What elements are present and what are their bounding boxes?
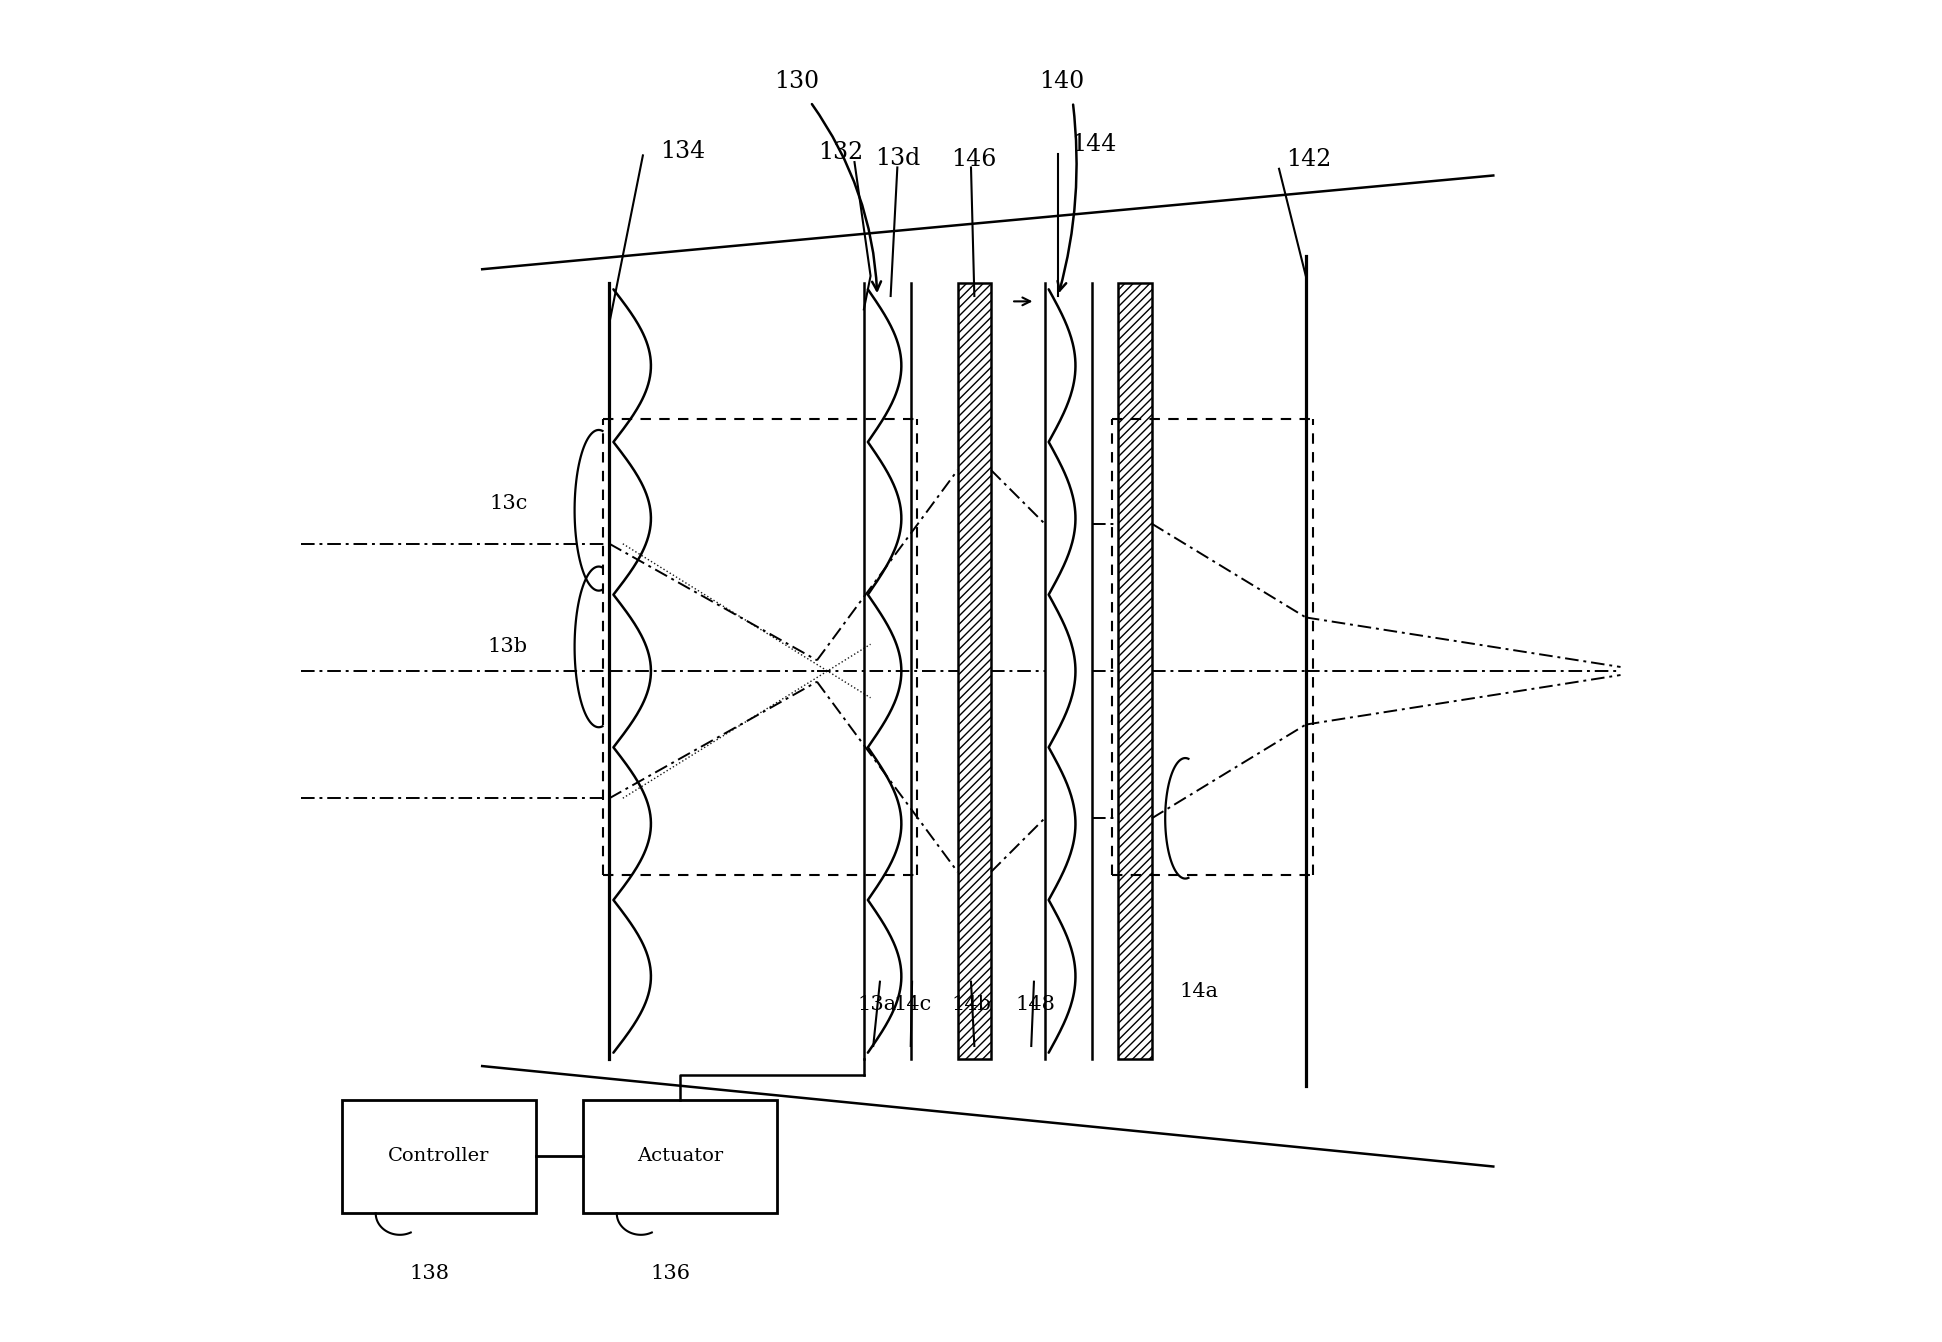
Text: 13b: 13b [487, 637, 528, 656]
Text: 140: 140 [1039, 70, 1086, 93]
Text: 14b: 14b [952, 994, 990, 1015]
Bar [1119, 283, 1152, 1059]
Text: Controller: Controller [388, 1147, 489, 1165]
Text: 142: 142 [1286, 148, 1330, 170]
Bar [957, 283, 990, 1059]
Text: Actuator: Actuator [637, 1147, 722, 1165]
Text: 138: 138 [410, 1264, 449, 1283]
Text: 136: 136 [651, 1264, 689, 1283]
Text: 14c: 14c [893, 994, 932, 1015]
Text: 134: 134 [660, 140, 705, 162]
Text: 130: 130 [775, 70, 820, 93]
Text: 14a: 14a [1179, 982, 1218, 1001]
Text: 13a: 13a [858, 994, 897, 1015]
Text: 144: 144 [1072, 133, 1117, 156]
Text: 132: 132 [818, 141, 864, 164]
Text: 13d: 13d [874, 146, 921, 169]
Bar [583, 1099, 777, 1213]
Bar [342, 1099, 536, 1213]
Text: 146: 146 [952, 148, 996, 170]
Text: 13c: 13c [489, 494, 528, 513]
Text: 148: 148 [1016, 994, 1055, 1015]
